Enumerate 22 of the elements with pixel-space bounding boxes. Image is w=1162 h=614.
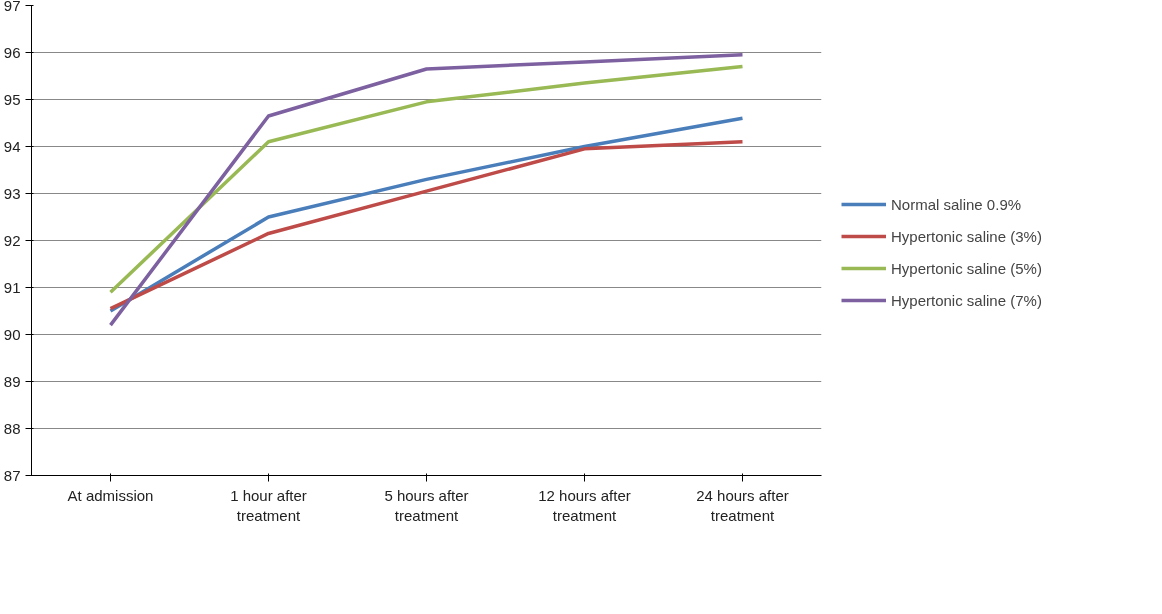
line-series [108,64,745,294]
legend-label: Normal saline 0.9% [891,195,1022,213]
x-tick-label: 12 hours after treatment [538,486,631,524]
legend-label: Hypertonic saline (5%) [891,259,1042,277]
line-series [108,53,745,327]
y-tick-label: 88 [3,419,21,437]
y-tick-label: 89 [3,372,21,390]
x-tick-label: At admission [67,486,154,504]
y-tick-label: 87 [3,466,21,484]
y-tick-label: 96 [3,43,21,61]
y-tick-label: 94 [3,137,21,155]
legend-label: Hypertonic saline (3%) [891,227,1042,245]
y-tick-label: 92 [3,231,21,249]
y-tick-label: 91 [3,278,21,296]
y-tick-label: 97 [3,0,21,14]
y-tick-label: 95 [3,90,21,108]
x-tick-label: 24 hours after treatment [696,486,789,524]
x-tick-label: 1 hour after treatment [230,486,307,524]
x-tick-label: 5 hours after treatment [384,486,469,524]
legend-label: Hypertonic saline (7%) [891,291,1042,309]
y-tick-label: 93 [3,184,21,202]
y-tick-label: 90 [3,325,21,343]
